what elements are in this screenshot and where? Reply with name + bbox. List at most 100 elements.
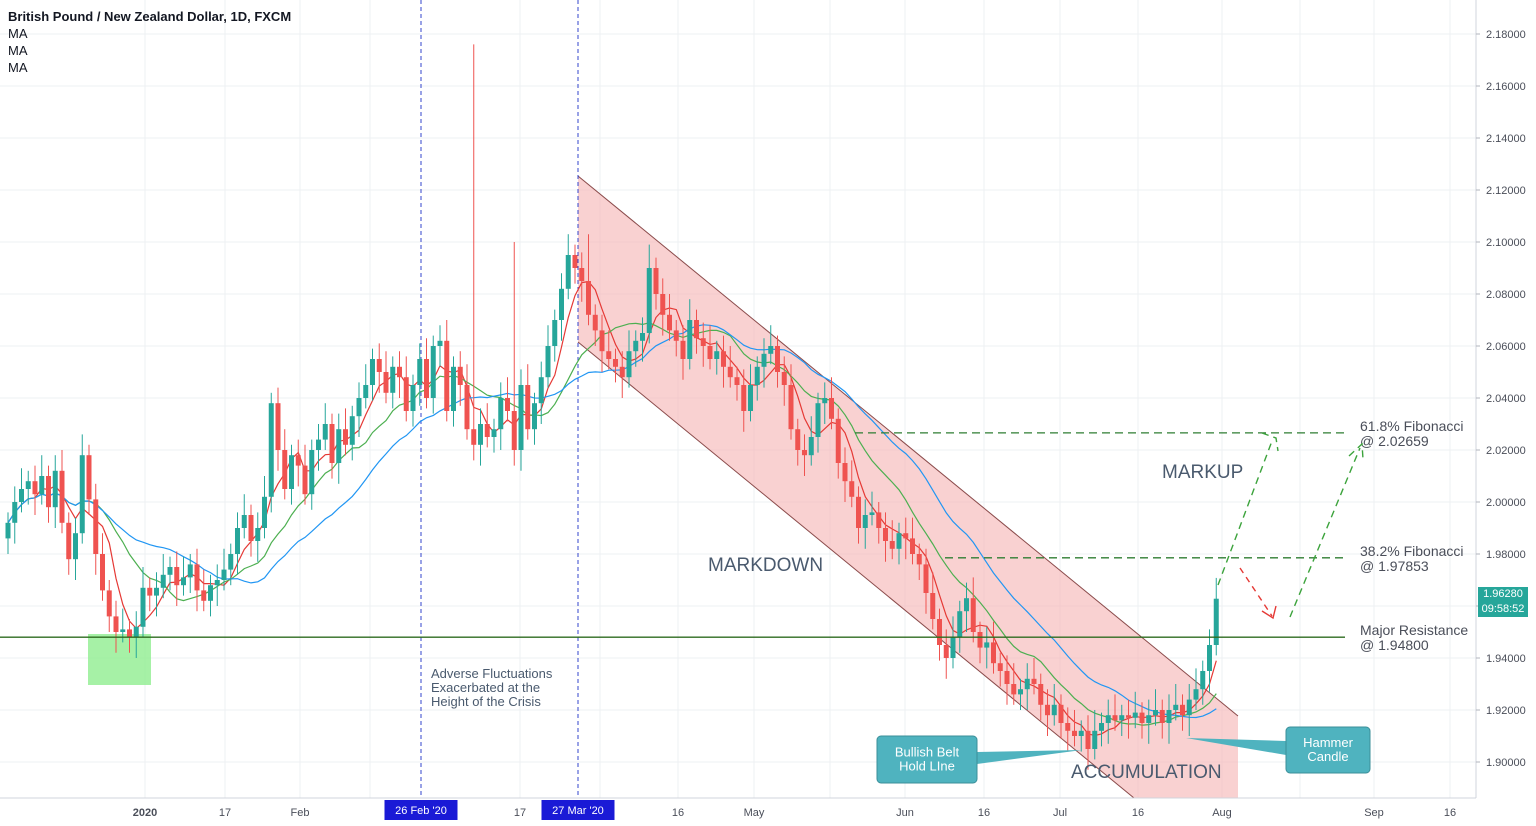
x-tick-label: 16 xyxy=(978,807,990,819)
candle-body xyxy=(606,351,612,359)
candle-body xyxy=(714,351,720,359)
candle xyxy=(262,476,267,539)
candle xyxy=(680,325,686,380)
candle xyxy=(1193,668,1199,710)
candle-body xyxy=(545,346,551,378)
candle-body xyxy=(403,377,409,411)
candle-body xyxy=(464,385,470,430)
candle-body xyxy=(113,616,119,632)
annotation-overlay: Major Resistance @ 1.94800 38.2% Fibonacci… xyxy=(0,418,1468,784)
candle-body xyxy=(329,424,335,463)
candle xyxy=(255,512,261,562)
candle xyxy=(997,652,1003,687)
markdown-channel xyxy=(577,175,1239,799)
belt-hold-callout: Bullish Belt Hold LIne xyxy=(876,735,1082,784)
candle xyxy=(910,517,915,565)
candle-body xyxy=(127,629,132,638)
candle xyxy=(579,252,585,302)
candle-body xyxy=(363,385,369,398)
candle-body xyxy=(835,418,841,463)
candle-body xyxy=(619,366,625,378)
price-axis[interactable]: 2.18000 2.16000 2.14000 2.12000 2.10000 2.080… xyxy=(1475,0,1526,798)
candle-body xyxy=(228,554,234,570)
candle xyxy=(100,533,105,601)
candle-body xyxy=(1092,730,1098,749)
candle-body xyxy=(505,398,510,411)
candle-body xyxy=(52,470,58,508)
candle xyxy=(106,580,112,632)
candle-body xyxy=(1193,689,1199,700)
candle xyxy=(1078,720,1084,752)
candle xyxy=(316,424,321,471)
candle-body xyxy=(1018,689,1023,695)
candle xyxy=(79,434,85,544)
ma-slow-line xyxy=(7,324,1217,719)
candle-body xyxy=(1200,671,1206,690)
candle-body xyxy=(106,590,112,617)
candle-body xyxy=(856,496,861,528)
candle xyxy=(1119,704,1125,736)
candle-body xyxy=(997,663,1003,671)
candle xyxy=(667,294,672,341)
candle xyxy=(160,554,166,599)
candle xyxy=(289,444,294,505)
level-label: 61.8% Fibonacci @ 2.02659 xyxy=(1360,418,1464,449)
y-tick-label: 2.00000 xyxy=(1486,497,1526,509)
candle xyxy=(802,434,807,476)
candle xyxy=(1045,689,1050,736)
candle xyxy=(309,439,315,510)
candle-body xyxy=(147,587,153,596)
candle xyxy=(721,335,726,388)
candle xyxy=(694,309,699,354)
candle-body xyxy=(741,385,747,411)
callout-box xyxy=(1285,726,1371,774)
candle-body xyxy=(349,416,355,445)
candle-body xyxy=(12,502,18,523)
ma-indicator-2[interactable]: MA xyxy=(8,43,28,58)
candle-body xyxy=(626,351,632,378)
candle-body xyxy=(59,470,65,523)
candle-body xyxy=(1159,710,1165,723)
candle-body xyxy=(754,366,760,385)
candle-body xyxy=(1058,704,1064,723)
arrowhead xyxy=(1261,605,1277,620)
y-tick-label: 1.90000 xyxy=(1486,757,1526,769)
ma-indicator-3[interactable]: MA xyxy=(8,60,28,75)
candle-body xyxy=(181,577,186,586)
candle-body xyxy=(525,385,531,430)
candle xyxy=(390,356,396,409)
candle xyxy=(626,330,632,388)
candle-body xyxy=(417,359,423,385)
candle-body xyxy=(930,593,936,619)
candle xyxy=(32,465,38,515)
candle-body xyxy=(282,450,288,489)
candle xyxy=(181,556,186,596)
candle-body xyxy=(923,564,929,593)
markdown-label: MARKDOWN xyxy=(708,555,823,576)
candle-body xyxy=(565,255,571,289)
candle xyxy=(748,364,753,422)
x-tick-label: 16 xyxy=(1444,807,1456,819)
candle-body xyxy=(424,359,429,398)
candle xyxy=(336,413,342,484)
candle-body xyxy=(1213,598,1219,645)
candle-body xyxy=(916,554,922,565)
candle-body xyxy=(842,463,848,482)
candle-body xyxy=(19,489,24,502)
candle xyxy=(25,470,31,505)
candle-body xyxy=(1173,704,1179,710)
candle xyxy=(565,234,571,300)
candle xyxy=(741,369,747,432)
candle xyxy=(451,356,456,427)
ma-indicator-1[interactable]: MA xyxy=(8,26,28,41)
candle xyxy=(545,325,551,388)
candle-body xyxy=(1119,715,1125,721)
candle xyxy=(835,408,841,479)
x-tick-label: 27 Mar '20 xyxy=(552,805,604,817)
candle-body xyxy=(356,398,362,417)
candle-body xyxy=(73,533,78,560)
candle-body xyxy=(167,567,173,575)
time-axis[interactable]: 2020 17 Feb 26 Feb '20 17 27 Mar '20 16 May Jun 1… xyxy=(0,797,1476,820)
candle-body xyxy=(822,398,828,404)
